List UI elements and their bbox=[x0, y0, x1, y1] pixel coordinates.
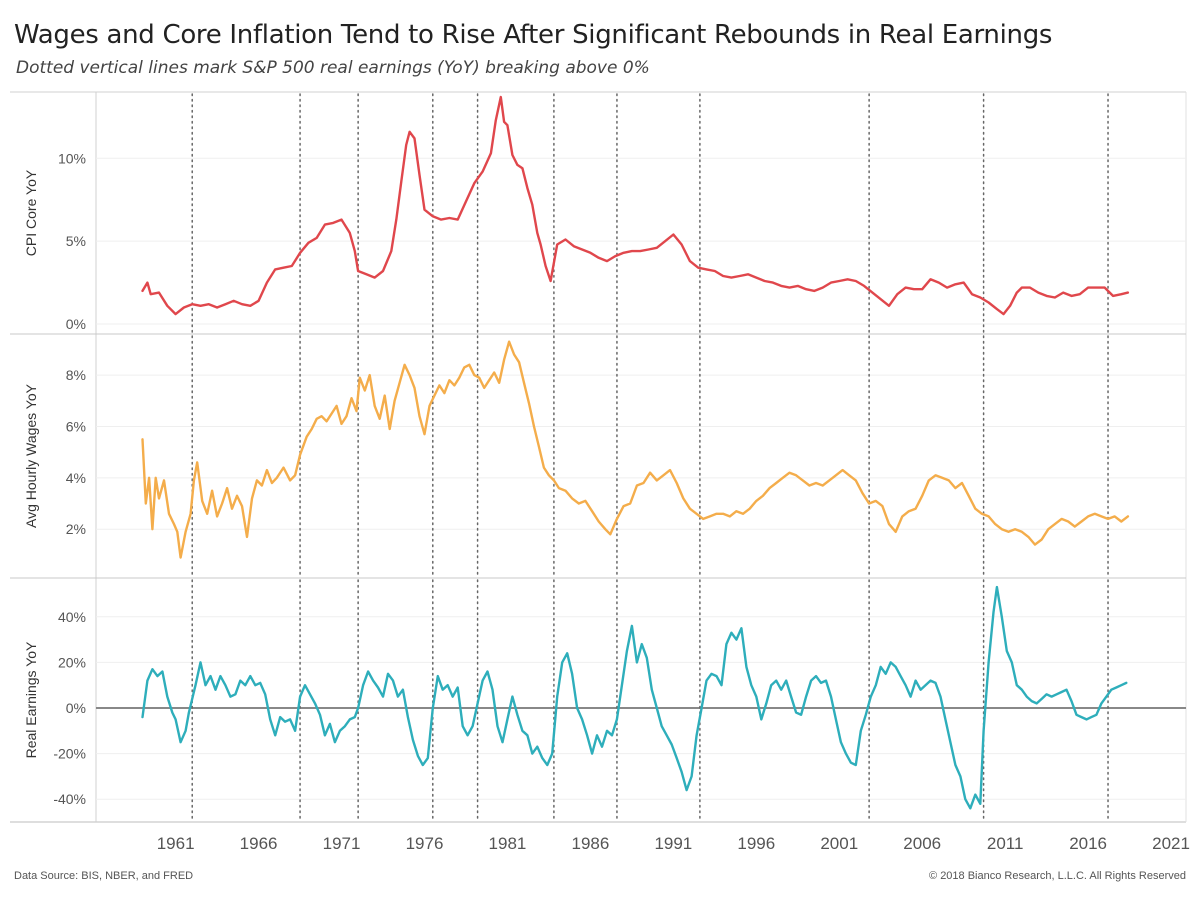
y-axis-label: Avg Hourly Wages YoY bbox=[23, 383, 39, 528]
copyright-note: © 2018 Bianco Research, L.L.C. All Right… bbox=[929, 870, 1186, 882]
y-tick-label: 6% bbox=[66, 418, 86, 434]
y-tick-label: 20% bbox=[58, 654, 86, 670]
chart-title: Wages and Core Inflation Tend to Rise Af… bbox=[14, 20, 1053, 50]
y-tick-label: -40% bbox=[53, 791, 86, 807]
cpi-series-line bbox=[141, 95, 1130, 316]
x-tick-label: 2011 bbox=[987, 834, 1024, 853]
x-tick-label: 2021 bbox=[1152, 834, 1190, 853]
y-tick-label: 2% bbox=[66, 521, 86, 537]
y-tick-label: 0% bbox=[66, 700, 86, 716]
x-tick-label: 1986 bbox=[571, 834, 609, 853]
y-tick-label: 8% bbox=[66, 367, 86, 383]
x-tick-label: 2016 bbox=[1069, 834, 1107, 853]
x-tick-label: 1991 bbox=[654, 834, 692, 853]
wages-series-line bbox=[141, 340, 1130, 559]
data-source-note: Data Source: BIS, NBER, and FRED bbox=[14, 870, 194, 882]
y-tick-label: 10% bbox=[58, 150, 86, 166]
x-tick-label: 1966 bbox=[240, 834, 278, 853]
x-tick-label: 1971 bbox=[323, 834, 361, 853]
x-tick-label: 1981 bbox=[489, 834, 527, 853]
earnings-series-line bbox=[141, 585, 1128, 810]
x-tick-label: 2006 bbox=[903, 834, 941, 853]
y-axis-label: CPI Core YoY bbox=[23, 169, 39, 256]
y-tick-label: 5% bbox=[66, 233, 86, 249]
y-axis-label: Real Earnings YoY bbox=[23, 641, 39, 758]
x-tick-label: 1976 bbox=[406, 834, 444, 853]
y-tick-label: 0% bbox=[66, 316, 86, 332]
y-tick-label: 4% bbox=[66, 470, 86, 486]
x-tick-label: 1961 bbox=[157, 834, 195, 853]
chart-subtitle: Dotted vertical lines mark S&P 500 real … bbox=[16, 58, 650, 78]
y-tick-label: -20% bbox=[53, 746, 86, 762]
x-tick-label: 2001 bbox=[820, 834, 858, 853]
y-tick-label: 40% bbox=[58, 609, 86, 625]
x-tick-label: 1996 bbox=[737, 834, 775, 853]
